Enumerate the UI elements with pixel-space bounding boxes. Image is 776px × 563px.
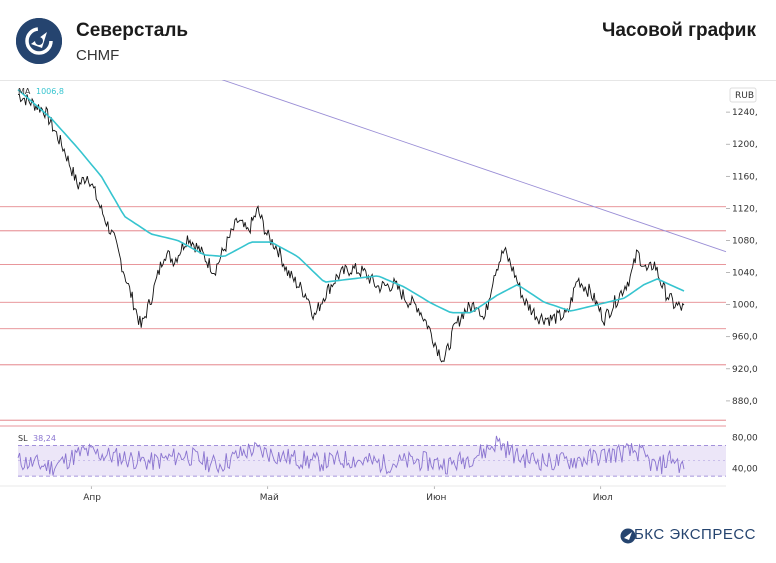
bcs-brand-icon [620,528,636,544]
sl-indicator-label: SL [18,434,28,443]
price-chart[interactable]: RUB 1240, 1200, 1160, 1120, 1080, 1040, 1000, 96… [0,80,776,510]
price-series-line [17,93,685,363]
brand-name: БКС ЭКСПРЕСС [633,526,756,543]
x-tick-label: Июл [593,493,613,503]
ma-indicator-label: MA [18,87,31,96]
ma-indicator-value: 1006,8 [36,87,64,96]
sl-indicator-value: 38,24 [33,434,56,443]
chart-type-title: Часовой график [602,20,756,41]
currency-label: RUB [735,91,754,101]
y-tick-label: 960,0 [732,333,758,343]
y-tick-label: 1080, [732,236,758,246]
header-divider [0,80,776,81]
y-tick-label: 1200, [732,140,758,150]
y-tick-label: 920,0 [732,365,758,375]
bcs-logo-icon [16,18,62,64]
y-tick-label: 1120, [732,204,758,214]
ma-series-line [17,88,685,314]
chart-header: Северсталь CHMF Часовой график [0,0,776,80]
y-tick-label: 1160, [732,172,758,182]
x-tick-label: Май [260,493,279,503]
y-tick-label: 880,0 [732,397,758,407]
ticker-symbol: CHMF [76,47,120,64]
oscillator-tick-label: 80,00 [732,434,758,444]
oscillator-tick-label: 40,00 [732,464,758,474]
trendline [221,80,727,253]
currency-box [729,87,757,103]
x-tick-label: Апр [83,493,101,503]
stochastic-series-line [17,435,685,476]
y-tick-label: 1240, [732,108,758,118]
y-tick-label: 1040, [732,269,758,279]
x-tick-label: Июн [426,493,446,503]
company-title: Северсталь [76,20,189,41]
y-tick-label: 1000, [732,301,758,311]
